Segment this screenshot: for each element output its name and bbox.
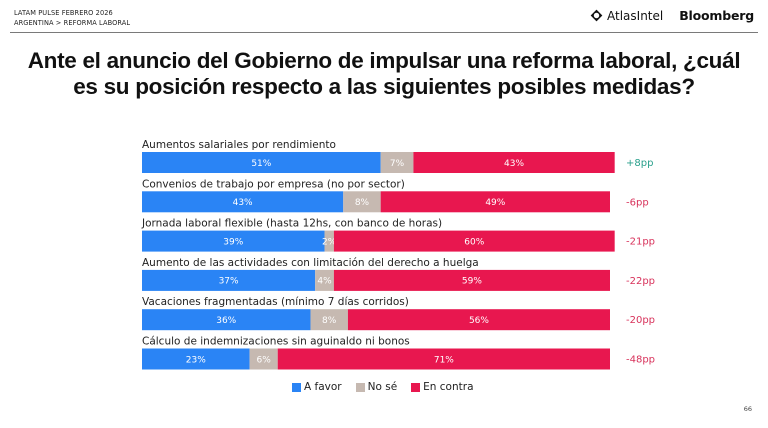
net-difference-label: -21pp [626,237,655,248]
breadcrumb: ARGENTINA > REFORMA LABORAL [14,19,131,27]
category-label: Cálculo de indemnizaciones sin aguinaldo… [142,336,410,348]
bar-row: Convenios de trabajo por empresa (no por… [142,178,649,213]
segment-value-label: 51% [251,159,271,169]
bar-segment-favor [142,309,311,331]
bar-segment-contra [380,191,610,213]
legend-item-nose: No sé [355,381,398,393]
segment-value-label: 36% [216,316,236,326]
legend-label-favor: A favor [304,381,342,393]
bar-row: Aumentos salariales por rendimiento 51% 7%… [142,139,653,173]
bar-segment-nose [310,309,348,331]
legend-item-favor: A favor [292,381,342,393]
segment-value-label: 60% [464,237,484,247]
legend-swatch-nose [355,382,365,392]
segment-value-label: 39% [223,237,243,247]
legend-label-contra: En contra [423,381,474,393]
atlasintel-name: AtlasIntel [607,8,664,23]
category-label: Jornada laboral flexible (hasta 12hs, co… [141,218,442,230]
net-difference-label: -22pp [626,276,655,287]
bar-segment-contra [333,230,615,252]
legend-label-nose: No sé [367,381,398,393]
segment-value-label: 43% [504,159,524,169]
segment-value-label: 71% [434,355,454,365]
segment-value-label: 8% [322,316,337,326]
bar-segment-nose [249,348,278,370]
brand-logos: AtlasIntel Bloomberg [590,8,754,23]
segment-value-label: 8% [355,198,370,208]
chart-title-line-1: Ante el anuncio del Gobierno de impulsar… [27,48,741,73]
page-number: 66 [743,405,752,413]
segment-value-label: 2% [322,237,337,247]
bar-row: Cálculo de indemnizaciones sin aguinaldo… [142,336,655,370]
segment-value-label: 43% [233,198,253,208]
net-difference-label: -6pp [626,197,649,208]
bloomberg-logo: Bloomberg [679,8,754,23]
bar-row: Vacaciones fragmentadas (mínimo 7 días c… [142,296,655,331]
chart-legend: A favor No sé En contra [292,381,474,393]
segment-value-label: 49% [485,198,505,208]
category-label: Aumento de las actividades con limitació… [142,257,479,269]
category-label: Aumentos salariales por rendimiento [142,139,336,151]
bar-segment-favor [142,152,381,173]
bar-segment-contra [333,269,610,291]
category-label: Convenios de trabajo por empresa (no por… [142,178,405,190]
category-label: Vacaciones fragmentadas (mínimo 7 días c… [142,296,409,308]
bar-segment-favor [142,191,344,213]
segment-value-label: 6% [257,355,272,365]
bar-segment-nose [324,230,334,252]
bar-segment-contra [413,152,615,173]
segment-value-label: 37% [219,277,239,287]
bar-segment-favor [142,348,250,370]
atlasintel-logo-icon [590,9,603,22]
legend-item-contra: En contra [411,381,474,393]
bar-segment-contra [347,309,610,331]
net-difference-label: -20pp [626,315,655,326]
segment-value-label: 23% [186,355,206,365]
segment-value-label: 4% [317,277,332,287]
net-difference-label: +8pp [626,158,653,169]
atlasintel-logo: AtlasIntel [590,9,663,23]
bar-row: Aumento de las actividades con limitació… [142,257,655,291]
bar-segment-favor [142,269,316,291]
segment-value-label: 56% [469,316,489,326]
legend-swatch-contra [411,382,421,392]
bar-segment-nose [315,269,334,291]
legend-swatch-favor [292,382,301,392]
segment-value-label: 59% [462,277,482,287]
header-divider [10,32,758,33]
bar-segment-contra [277,348,610,370]
chart-title-line-2: es su posición respecto a las siguientes… [73,74,695,99]
bar-row: Jornada laboral flexible (hasta 12hs, co… [141,218,655,252]
bar-segment-favor [142,230,325,252]
segment-value-label: 7% [390,159,405,169]
net-difference-label: -48pp [626,355,655,366]
report-series-title: LATAM PULSE FEBRERO 2026 [14,9,113,17]
bar-segment-nose [380,152,414,173]
bar-segment-nose [343,191,381,213]
chart-title: Ante el anuncio del Gobierno de impulsar… [0,48,768,100]
report-header: LATAM PULSE FEBRERO 2026 ARGENTINA > REF… [14,8,130,28]
